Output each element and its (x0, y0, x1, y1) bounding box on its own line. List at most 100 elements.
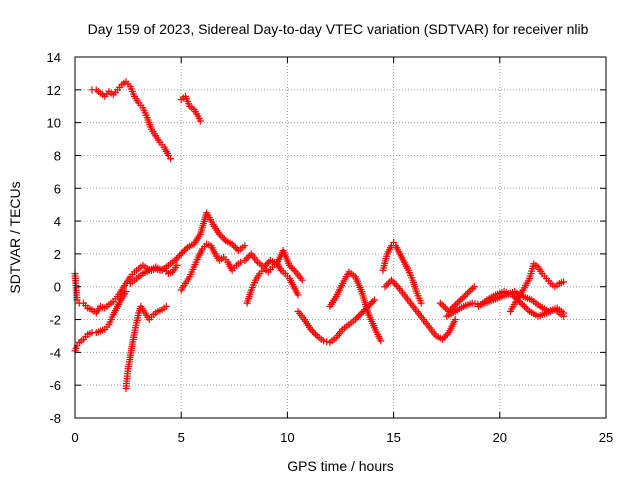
data-point (450, 302, 458, 310)
data-point (367, 299, 375, 307)
data-point (351, 316, 359, 324)
x-tick-label: 25 (599, 430, 613, 445)
data-point (180, 247, 188, 255)
data-point (448, 304, 456, 312)
y-tick-label: 12 (47, 83, 61, 98)
data-point (451, 316, 459, 324)
data-point (445, 307, 453, 315)
data-point (509, 291, 517, 299)
chart-title: Day 159 of 2023, Sidereal Day-to-day VTE… (88, 21, 589, 37)
data-point (517, 299, 525, 307)
data-point (377, 337, 385, 345)
data-point (440, 334, 448, 342)
data-point (231, 243, 239, 251)
data-point (387, 276, 395, 284)
data-point (443, 330, 451, 338)
y-axis-label: SDTVAR / TECUs (7, 181, 23, 293)
data-point (243, 255, 251, 263)
data-point (356, 311, 364, 319)
data-point (455, 297, 463, 305)
data-point (298, 276, 306, 284)
y-tick-label: 8 (54, 148, 61, 163)
data-point (392, 281, 400, 289)
y-tick-label: 14 (47, 50, 61, 65)
data-point (286, 261, 294, 269)
data-point (167, 155, 175, 163)
data-point (308, 327, 316, 335)
y-tick-label: 2 (54, 247, 61, 262)
x-tick-label: 5 (178, 430, 185, 445)
data-point (391, 279, 399, 287)
data-point (447, 306, 455, 314)
data-point (244, 253, 252, 261)
data-point (464, 289, 472, 297)
data-point (289, 265, 297, 273)
data-point (307, 325, 315, 333)
data-point (452, 301, 460, 309)
data-point (441, 304, 449, 312)
x-tick-label: 0 (71, 430, 78, 445)
y-tick-label: -2 (49, 313, 61, 328)
data-point (323, 338, 331, 346)
y-tick-label: -8 (49, 411, 61, 426)
x-tick-label: 10 (280, 430, 294, 445)
data-point (287, 263, 295, 271)
x-tick-label: 20 (493, 430, 507, 445)
y-tick-label: -6 (49, 378, 61, 393)
data-point (182, 245, 190, 253)
data-point (465, 288, 473, 296)
x-axis-label: GPS time / hours (287, 458, 394, 474)
data-point (173, 261, 181, 269)
data-point (510, 293, 518, 301)
data-point (179, 248, 187, 256)
data-point (290, 266, 298, 274)
y-tick-label: 10 (47, 116, 61, 131)
data-point (355, 312, 363, 320)
data-point (381, 283, 389, 291)
data-point (369, 297, 377, 305)
y-tick-label: -4 (49, 345, 61, 360)
data-point (515, 297, 523, 305)
data-point (383, 281, 391, 289)
data-point (312, 330, 320, 338)
data-point (228, 240, 236, 248)
y-tick-label: 0 (54, 280, 61, 295)
data-point (219, 234, 227, 241)
y-tick-label: 4 (54, 214, 61, 229)
data-point (436, 299, 444, 307)
data-point (470, 283, 478, 291)
data-point (560, 312, 568, 320)
data-point (512, 294, 520, 302)
data-point (469, 284, 477, 292)
data-point (241, 256, 249, 264)
data-point (320, 337, 328, 345)
ticks (74, 56, 607, 419)
x-tick-label: 15 (386, 430, 400, 445)
data-point (241, 242, 249, 250)
data-point (520, 302, 528, 310)
grid (75, 57, 606, 418)
data-point (384, 279, 392, 287)
data-point (263, 260, 271, 268)
data-point (370, 296, 378, 304)
data-point (524, 306, 532, 314)
data-point (442, 332, 450, 340)
data-point (440, 302, 448, 310)
data-point (220, 235, 228, 243)
data-point (237, 258, 245, 266)
data-point (217, 232, 225, 240)
data-point (438, 301, 446, 309)
data-point (358, 309, 366, 317)
data-point (171, 256, 179, 264)
data-point (458, 294, 466, 302)
data-point (457, 296, 465, 304)
data-point (294, 291, 302, 299)
data-point (514, 296, 522, 304)
data-point (417, 299, 425, 307)
y-tick-label: 6 (54, 181, 61, 196)
data-point (174, 253, 182, 261)
data-point (162, 302, 170, 310)
data-points (71, 78, 568, 392)
data-point (176, 252, 184, 260)
